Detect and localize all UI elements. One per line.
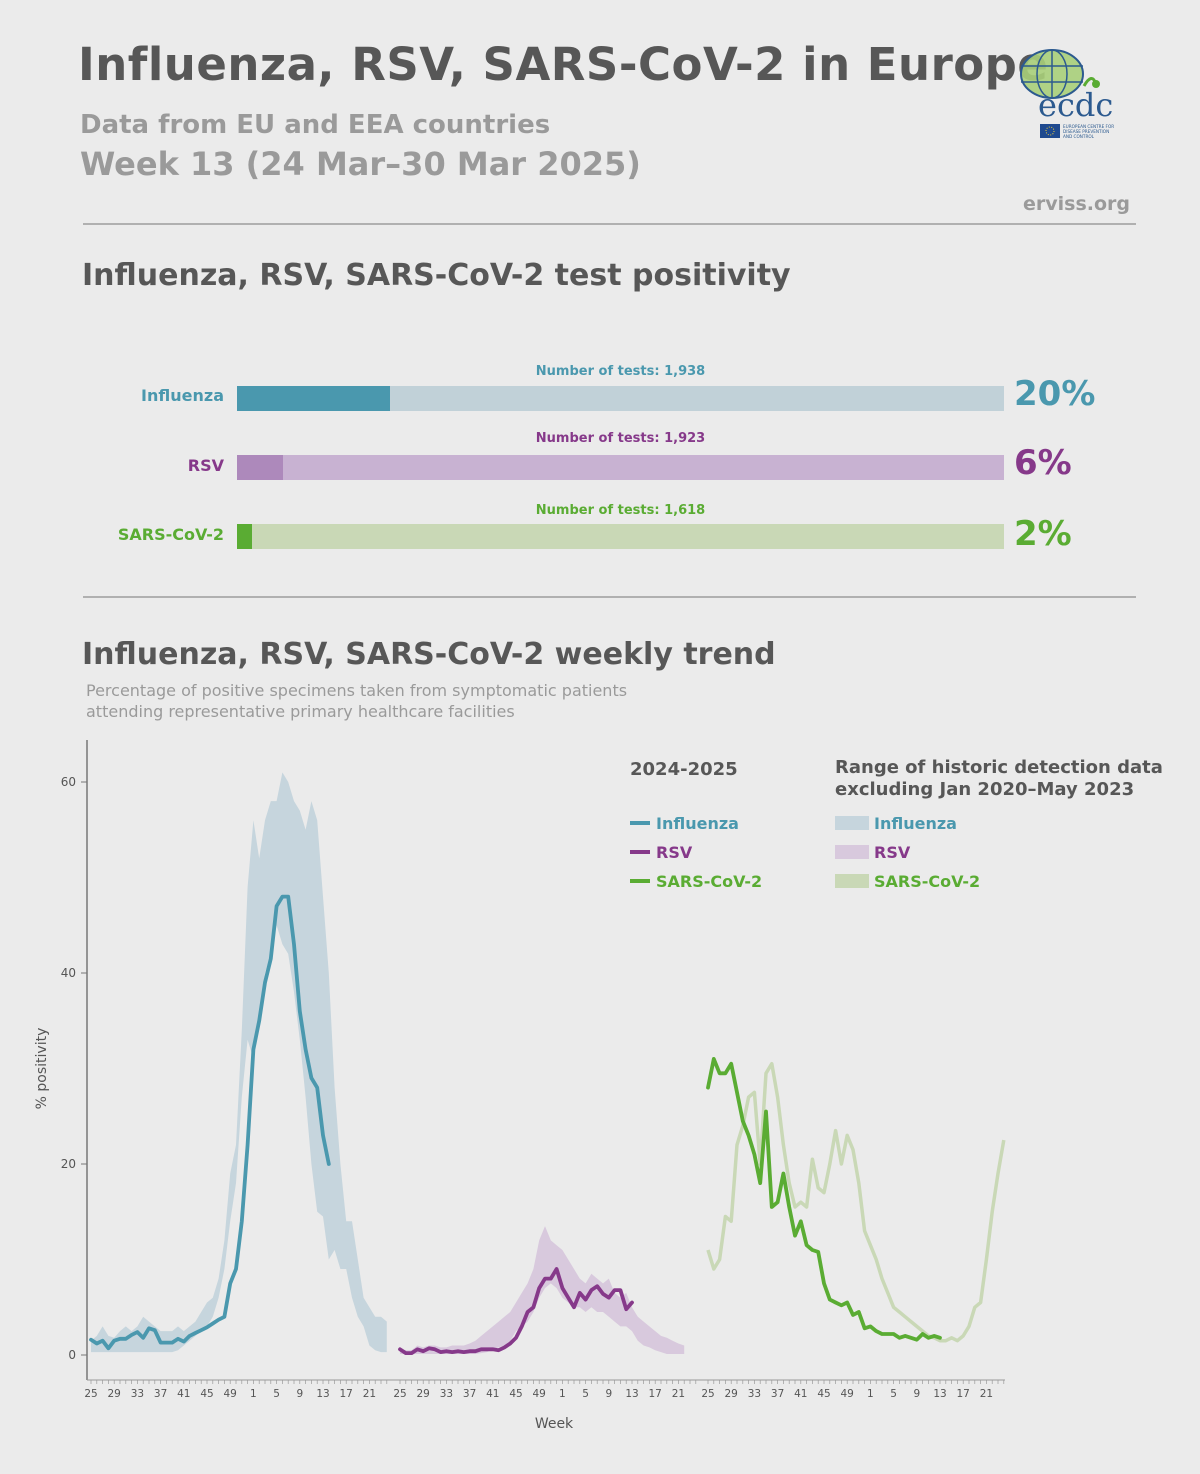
x-tick-label: 45 (817, 1388, 830, 1400)
tests-count-sars-cov-2: Number of tests: 1,618 (535, 503, 706, 518)
pct-influenza: 20% (1014, 374, 1096, 414)
x-tick-label: 25 (393, 1388, 406, 1400)
x-tick-label: 9 (913, 1388, 920, 1400)
season-line-rsv (398, 1267, 634, 1355)
x-tick-label: 37 (771, 1388, 784, 1400)
page-title: Influenza, RSV, SARS-CoV-2 in Europe (78, 38, 1049, 91)
x-tick-label: 29 (108, 1388, 121, 1400)
historic-range-influenza (91, 772, 387, 1353)
x-tick-label: 5 (890, 1388, 897, 1400)
x-tick-label: 13 (316, 1388, 329, 1400)
x-tick-label: 29 (417, 1388, 430, 1400)
trend-chart: 0 20 40 60 % positivity Week 25 29 33 37 41 45 49 1 5 9… (34, 740, 1163, 1432)
divider (83, 596, 1136, 598)
legend-season-title: 2024-2025 (630, 759, 738, 780)
x-tick-label: 17 (649, 1388, 662, 1400)
trend-heading: Influenza, RSV, SARS-CoV-2 weekly trend (82, 637, 776, 672)
positivity-heading: Influenza, RSV, SARS-CoV-2 test positivi… (82, 258, 791, 293)
x-tick-label: 33 (131, 1388, 144, 1400)
divider (83, 223, 1136, 225)
bar-fill-influenza (237, 386, 391, 411)
legend-label-season-sars-cov-2: SARS-CoV-2 (656, 872, 762, 891)
x-axis-label: Week (535, 1416, 574, 1432)
x-tick-label: 17 (340, 1388, 353, 1400)
bar-label-sars-cov-2: SARS-CoV-2 (117, 525, 224, 544)
x-tick-label: 49 (224, 1388, 237, 1400)
bar-label-influenza: Influenza (141, 386, 224, 405)
site-link[interactable]: erviss.org (1022, 193, 1130, 215)
x-tick-label: 49 (841, 1388, 854, 1400)
legend-label-range-influenza: Influenza (874, 814, 957, 833)
x-tick-label: 45 (509, 1388, 522, 1400)
chart-legend: 2024-2025 Range of historic detection da… (630, 757, 1163, 891)
legend-label-season-influenza: Influenza (656, 814, 739, 833)
y-axis-label: % positivity (34, 1028, 50, 1110)
x-tick-label: 5 (582, 1388, 589, 1400)
y-tick-label: 0 (68, 1348, 76, 1362)
x-tick-label: 21 (980, 1388, 993, 1400)
bar-label-rsv: RSV (187, 456, 224, 475)
historic-ranges (91, 772, 1006, 1354)
tests-count-influenza: Number of tests: 1,938 (535, 364, 706, 379)
x-tick-label: 25 (84, 1388, 97, 1400)
trend-description-line1: Percentage of positive specimens taken f… (86, 681, 628, 700)
x-tick-label: 13 (933, 1388, 946, 1400)
season-lines (89, 894, 942, 1355)
trend-description: Percentage of positive specimens taken f… (86, 680, 627, 722)
pct-rsv: 6% (1014, 443, 1072, 483)
legend-swatch-range-influenza (835, 816, 869, 830)
bar-track-sars-cov-2 (237, 524, 1004, 549)
legend-swatch-range-sars-cov-2 (835, 874, 869, 888)
historic-range-rsv (400, 1226, 685, 1354)
y-tick-label: 40 (61, 966, 76, 980)
legend-range-title-2: excluding Jan 2020–May 2023 (835, 779, 1134, 800)
historic-range-sars-cov-2 (706, 1061, 1006, 1343)
svg-text:EUROPEAN CENTRE FOR: EUROPEAN CENTRE FOR (1063, 124, 1114, 129)
x-tick-label: 33 (748, 1388, 761, 1400)
x-tick-label: 29 (725, 1388, 738, 1400)
x-tick-label: 1 (250, 1388, 257, 1400)
ecdc-logo: ecdc EUROPEAN CENTRE FOR DISEASE PREVENT… (1016, 46, 1130, 142)
tests-count-rsv: Number of tests: 1,923 (535, 431, 706, 446)
x-tick-label: 37 (463, 1388, 476, 1400)
week-label: Week 13 (24 Mar–30 Mar 2025) (80, 145, 641, 183)
x-tick-label: 41 (794, 1388, 807, 1400)
x-tick-label: 9 (296, 1388, 303, 1400)
y-tick-label: 60 (61, 775, 76, 789)
legend-swatch-range-rsv (835, 845, 869, 859)
x-tick-label: 37 (154, 1388, 167, 1400)
legend-range-title-1: Range of historic detection data (835, 757, 1163, 778)
trend-description-line2: attending representative primary healthc… (86, 702, 515, 721)
x-tick-label: 9 (605, 1388, 612, 1400)
pct-sars-cov-2: 2% (1014, 514, 1072, 554)
x-tick-label: 41 (177, 1388, 190, 1400)
legend-label-range-sars-cov-2: SARS-CoV-2 (874, 872, 980, 891)
x-tick-label: 1 (559, 1388, 566, 1400)
x-tick-label: 49 (533, 1388, 546, 1400)
svg-text:DISEASE PREVENTION: DISEASE PREVENTION (1063, 129, 1109, 134)
x-tick-label: 25 (701, 1388, 714, 1400)
legend-label-range-rsv: RSV (874, 843, 911, 862)
x-tick-label: 41 (486, 1388, 499, 1400)
y-tick-label: 20 (61, 1157, 76, 1171)
x-tick-label: 21 (363, 1388, 376, 1400)
season-line-sars-cov-2 (706, 1057, 942, 1342)
x-tick-label: 45 (200, 1388, 213, 1400)
x-tick-label: 1 (867, 1388, 874, 1400)
x-tick-label: 17 (957, 1388, 970, 1400)
season-line-influenza (89, 894, 331, 1351)
legend-label-season-rsv: RSV (656, 843, 693, 862)
bar-fill-sars-cov-2 (237, 524, 253, 549)
page-subtitle: Data from EU and EEA countries (80, 110, 551, 140)
x-tick-label: 13 (625, 1388, 638, 1400)
x-tick-label: 33 (440, 1388, 453, 1400)
x-tick-label: 21 (672, 1388, 685, 1400)
logo-text: ecdc (1038, 86, 1113, 124)
bar-track-rsv (237, 455, 1004, 480)
x-tick-label: 5 (273, 1388, 280, 1400)
bar-track-influenza (237, 386, 1004, 411)
bar-fill-rsv (237, 455, 284, 480)
svg-text:AND CONTROL: AND CONTROL (1063, 134, 1095, 139)
chart-axes: 0 20 40 60 % positivity Week 25 29 33 37 41 45 49 1 5 9… (34, 740, 1005, 1432)
